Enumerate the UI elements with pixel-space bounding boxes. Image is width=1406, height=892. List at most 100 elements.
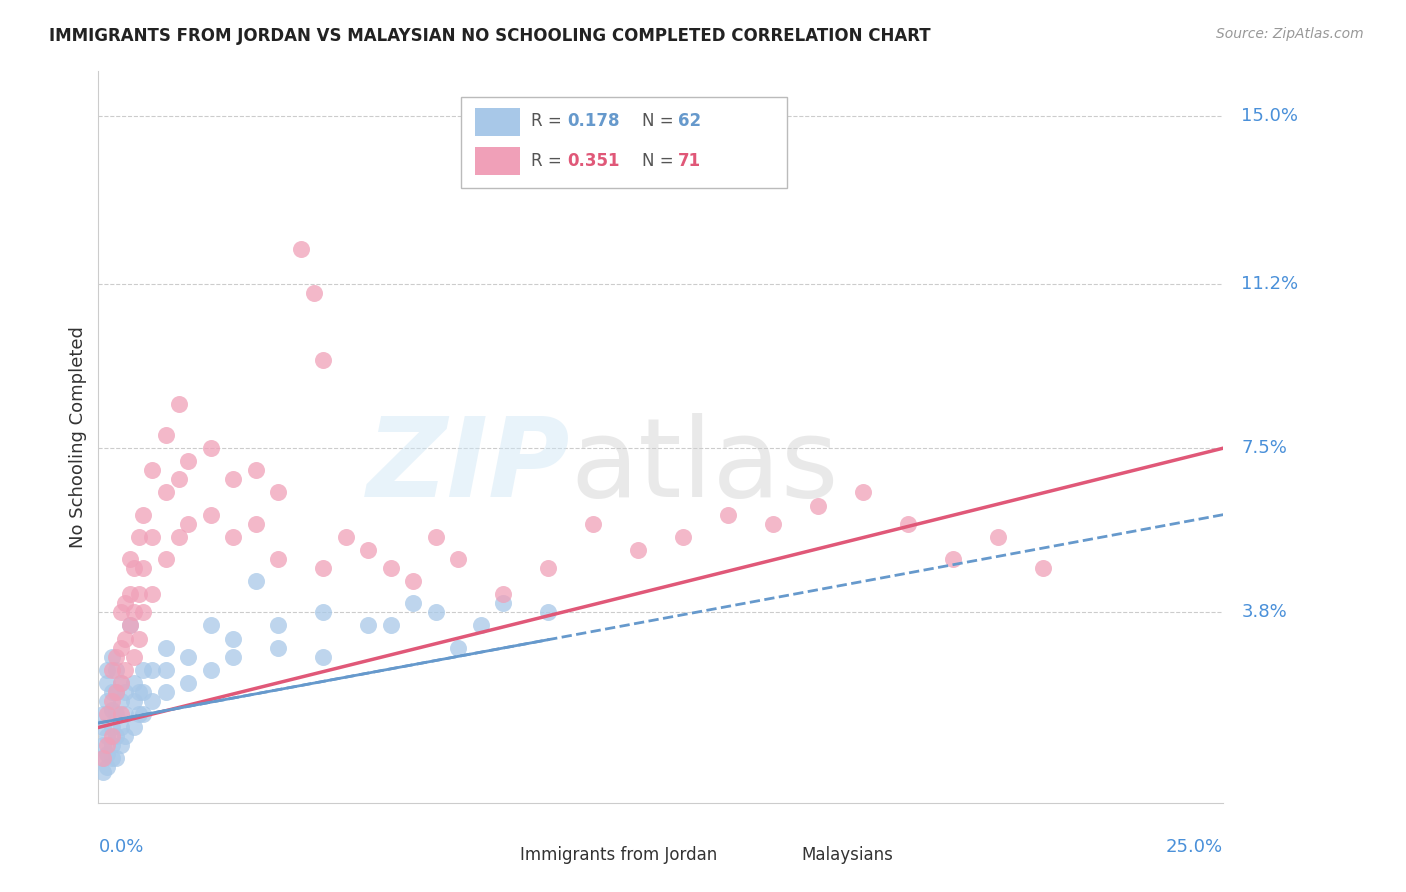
Text: 25.0%: 25.0% [1166, 838, 1223, 856]
Point [96, 760, 118, 774]
Point [96, 729, 118, 743]
Point [155, 640, 177, 655]
Point [110, 676, 132, 690]
Text: 62: 62 [678, 112, 700, 130]
Point [128, 707, 150, 722]
Point [91, 751, 114, 765]
Point [290, 242, 312, 256]
Point [141, 463, 163, 477]
Point [155, 685, 177, 699]
Point [141, 587, 163, 601]
Point [91, 738, 114, 752]
Text: IMMIGRANTS FROM JORDAN VS MALAYSIAN NO SCHOOLING COMPLETED CORRELATION CHART: IMMIGRANTS FROM JORDAN VS MALAYSIAN NO S… [49, 27, 931, 45]
Point [717, 508, 740, 522]
Point [91, 764, 114, 779]
Text: 15.0%: 15.0% [1241, 107, 1298, 125]
Text: R =: R = [531, 112, 568, 130]
Text: Malaysians: Malaysians [801, 847, 893, 864]
Point [312, 352, 335, 367]
Point [105, 685, 128, 699]
Text: 7.5%: 7.5% [1241, 439, 1286, 458]
Bar [470, 846, 509, 869]
Point [105, 685, 128, 699]
Point [114, 632, 136, 646]
Point [492, 587, 515, 601]
Text: 3.8%: 3.8% [1241, 603, 1286, 621]
Point [897, 516, 920, 531]
Point [762, 516, 785, 531]
Point [110, 707, 132, 722]
Point [124, 676, 146, 690]
Point [222, 632, 245, 646]
Point [267, 485, 290, 500]
Point [312, 561, 335, 575]
Point [128, 685, 150, 699]
Point [177, 516, 200, 531]
Point [304, 285, 326, 300]
Point [987, 530, 1010, 544]
Point [470, 618, 492, 632]
Point [357, 543, 380, 558]
Point [312, 649, 335, 664]
Point [128, 530, 150, 544]
Point [132, 663, 155, 677]
Point [110, 721, 132, 735]
Point [101, 751, 124, 765]
Point [105, 649, 128, 664]
Point [177, 454, 200, 468]
Point [267, 640, 290, 655]
Point [91, 721, 114, 735]
Point [200, 508, 222, 522]
Point [425, 530, 447, 544]
Point [118, 587, 141, 601]
Point [114, 663, 136, 677]
Point [132, 561, 155, 575]
Point [222, 649, 245, 664]
Bar [475, 147, 520, 175]
Point [124, 561, 146, 575]
Point [96, 676, 118, 690]
Point [141, 663, 163, 677]
Point [169, 530, 191, 544]
Text: N =: N = [641, 112, 679, 130]
Point [91, 707, 114, 722]
Text: 0.351: 0.351 [568, 152, 620, 169]
Point [380, 561, 402, 575]
Text: 0.178: 0.178 [568, 112, 620, 130]
Text: N =: N = [641, 152, 679, 169]
Point [110, 605, 132, 619]
Point [132, 685, 155, 699]
Point [96, 694, 118, 708]
Point [110, 676, 132, 690]
Point [114, 707, 136, 722]
Point [132, 707, 155, 722]
Point [141, 694, 163, 708]
Point [101, 649, 124, 664]
Point [96, 747, 118, 761]
Text: Immigrants from Jordan: Immigrants from Jordan [520, 847, 717, 864]
Point [335, 530, 357, 544]
Point [91, 751, 114, 765]
Point [101, 721, 124, 735]
Point [312, 605, 335, 619]
Point [177, 676, 200, 690]
Text: 71: 71 [678, 152, 700, 169]
Point [105, 663, 128, 677]
Text: ZIP: ZIP [367, 413, 571, 520]
Point [96, 738, 118, 752]
Point [582, 516, 605, 531]
Point [357, 618, 380, 632]
Point [492, 596, 515, 610]
Point [267, 618, 290, 632]
Point [124, 721, 146, 735]
Point [807, 499, 830, 513]
Point [537, 605, 560, 619]
Point [101, 663, 124, 677]
Text: R =: R = [531, 152, 568, 169]
Point [105, 729, 128, 743]
Point [447, 552, 470, 566]
Point [141, 530, 163, 544]
FancyBboxPatch shape [461, 97, 787, 188]
Point [124, 649, 146, 664]
Point [852, 485, 875, 500]
